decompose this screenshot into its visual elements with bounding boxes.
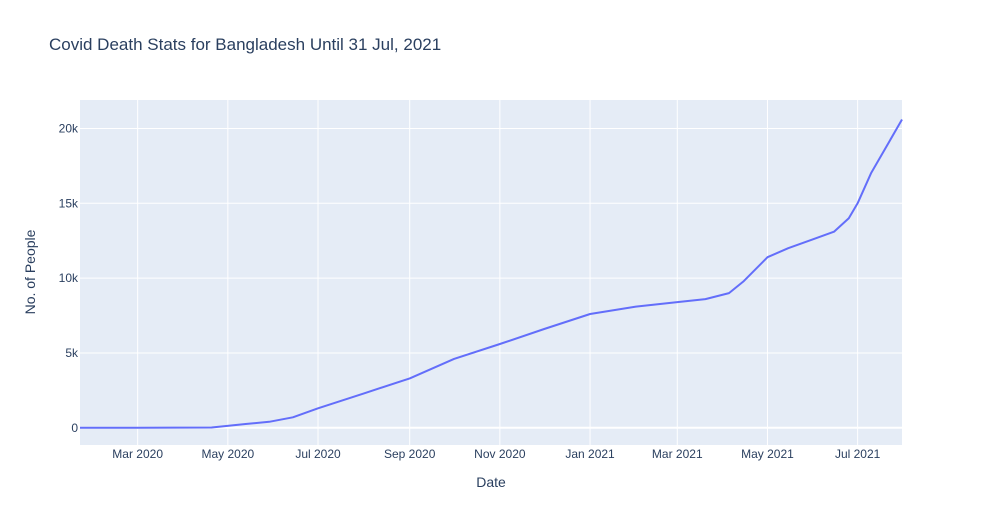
x-tick-label: May 2021: [741, 447, 794, 461]
y-tick-label: 5k: [65, 346, 79, 360]
x-tick-label: Sep 2020: [384, 447, 436, 461]
x-gridlines: [137, 100, 859, 445]
y-tick-label: 20k: [59, 121, 79, 135]
y-tick-label: 10k: [59, 271, 79, 285]
x-tick-label: Mar 2020: [112, 447, 163, 461]
y-tick-label: 0: [71, 421, 78, 435]
x-tick-label: Jul 2020: [295, 447, 341, 461]
y-tick-label: 15k: [59, 196, 79, 210]
y-axis-title: No. of People: [22, 229, 38, 314]
x-tick-label: May 2020: [201, 447, 254, 461]
x-tick-label: Mar 2021: [652, 447, 703, 461]
x-tick-labels: Mar 2020 May 2020 Jul 2020 Sep 2020 Nov 2020…: [112, 447, 880, 461]
x-axis-title: Date: [476, 474, 506, 490]
chart-title: Covid Death Stats for Bangladesh Until 3…: [49, 35, 441, 54]
y-tick-labels: 0 5k 10k 15k 20k: [59, 121, 79, 434]
x-tick-label: Nov 2020: [474, 447, 526, 461]
x-tick-label: Jan 2021: [565, 447, 615, 461]
series-line: [80, 119, 903, 429]
plot-area: [80, 100, 902, 445]
x-tick-label: Jul 2021: [835, 447, 881, 461]
